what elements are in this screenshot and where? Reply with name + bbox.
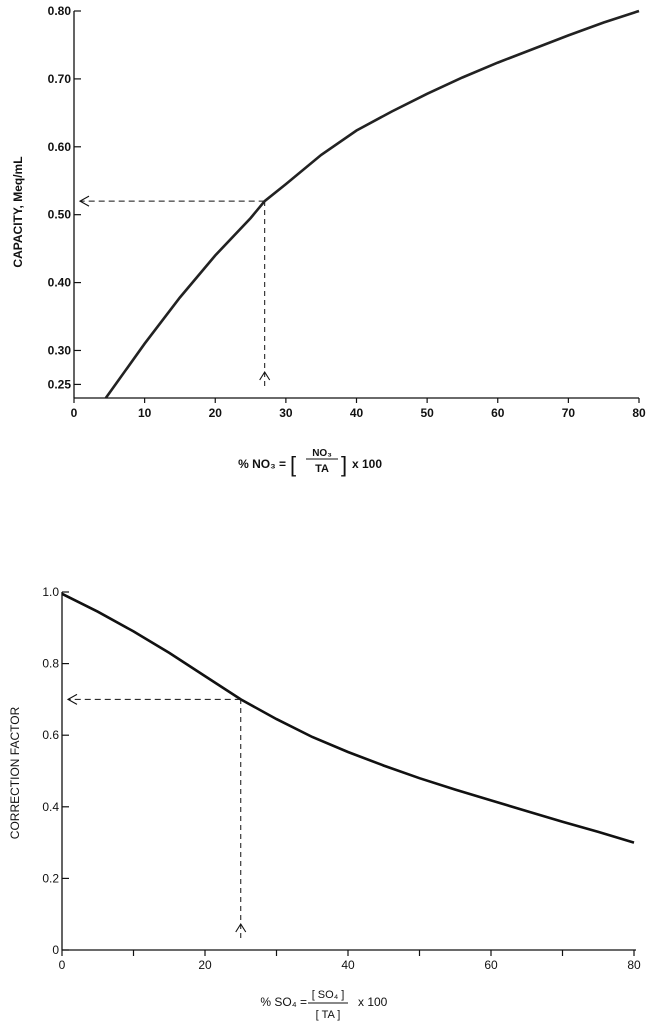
svg-text:[ TA ]: [ TA ] bbox=[316, 1009, 341, 1021]
x-tick-label: 0 bbox=[71, 406, 78, 420]
svg-text:[ SO₄ ]: [ SO₄ ] bbox=[312, 989, 345, 1001]
x-tick-label: 60 bbox=[484, 958, 498, 972]
x-tick-label: 10 bbox=[138, 406, 152, 420]
y-tick-label: 0.4 bbox=[42, 800, 59, 814]
y-tick-label: 0.25 bbox=[48, 377, 72, 391]
x-tick-label: 20 bbox=[209, 406, 223, 420]
y-tick-label: 0.2 bbox=[42, 871, 59, 885]
chart1-y-label: CAPACITY, Meq/mL bbox=[11, 156, 25, 267]
y-tick-label: 0.6 bbox=[42, 728, 59, 742]
svg-text:x 100: x 100 bbox=[352, 457, 382, 471]
x-tick-label: 50 bbox=[420, 406, 434, 420]
x-tick-label: 60 bbox=[491, 406, 505, 420]
x-tick-label: 80 bbox=[632, 406, 646, 420]
x-tick-label: 70 bbox=[562, 406, 576, 420]
y-tick-label: 0.50 bbox=[48, 208, 72, 222]
y-tick-label: 1.0 bbox=[42, 585, 59, 599]
y-tick-label: 0.8 bbox=[42, 657, 59, 671]
correction-factor-chart: 0 20 40 60 80 0 0.2 0.4 0.6 0.8 1.0 CORRECTION FA… bbox=[8, 585, 641, 1021]
y-tick-label: 0.60 bbox=[48, 140, 72, 154]
y-tick-label: 0.80 bbox=[48, 4, 72, 18]
chart1-x-label: % NO₃ = [ NO₃ TA ] x 100 bbox=[238, 448, 382, 477]
x-tick-label: 20 bbox=[198, 958, 212, 972]
chart2-series-line bbox=[61, 592, 635, 844]
annotation-left-arrow bbox=[78, 195, 90, 207]
svg-text:x 100: x 100 bbox=[358, 995, 388, 1009]
x-tick-label: 40 bbox=[341, 958, 355, 972]
chart2-x-label: % SO₄ = [ SO₄ ] [ TA ] x 100 bbox=[260, 989, 387, 1021]
chart1-series-line bbox=[104, 9, 640, 399]
svg-text:NO₃: NO₃ bbox=[312, 448, 332, 459]
svg-text:% SO₄ =: % SO₄ = bbox=[260, 995, 307, 1009]
y-tick-label: 0.40 bbox=[48, 276, 72, 290]
y-tick-label: 0 bbox=[52, 943, 59, 957]
y-tick-label: 0.70 bbox=[48, 72, 72, 86]
annotation-up-arrow bbox=[259, 370, 271, 381]
x-tick-label: 30 bbox=[279, 406, 293, 420]
x-tick-label: 0 bbox=[59, 958, 66, 972]
chart2-y-label: CORRECTION FACTOR bbox=[8, 706, 22, 839]
annotation-left-arrow bbox=[66, 693, 78, 705]
x-tick-label: 40 bbox=[350, 406, 364, 420]
svg-text:TA: TA bbox=[315, 463, 329, 475]
svg-text:% NO₃ =: % NO₃ = bbox=[238, 457, 286, 471]
capacity-chart: 0 10 20 30 40 50 60 70 80 0.25 0.30 0.40 0.50 0.60 0.… bbox=[11, 4, 646, 477]
y-tick-label: 0.30 bbox=[48, 343, 72, 357]
x-tick-label: 80 bbox=[627, 958, 641, 972]
svg-text:]: ] bbox=[341, 452, 347, 477]
annotation-up-arrow bbox=[235, 922, 247, 933]
svg-text:[: [ bbox=[290, 452, 296, 477]
